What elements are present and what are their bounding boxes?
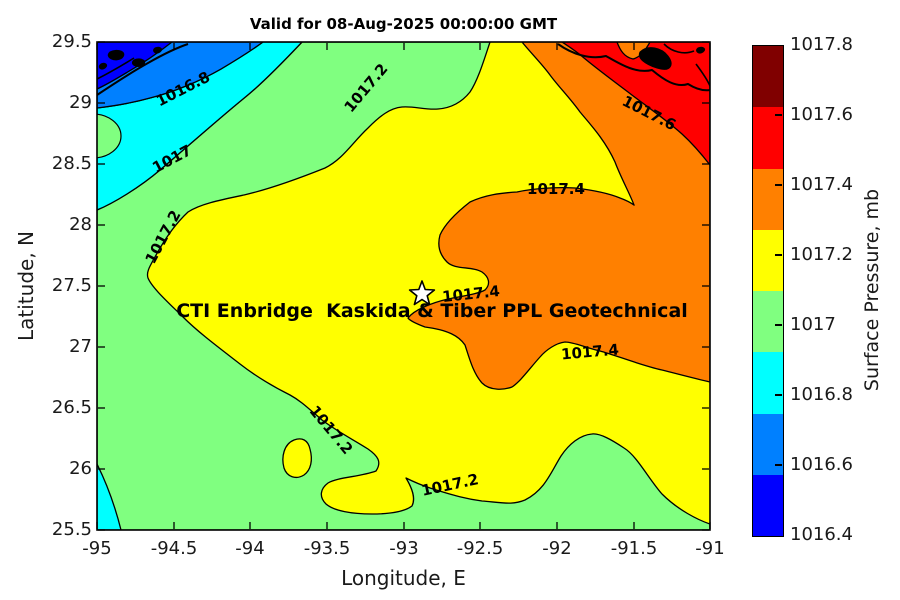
coastline-northwest: [97, 43, 189, 96]
colorbar-tick-label: 1016.4: [790, 524, 853, 545]
colorbar-segment: [753, 413, 783, 475]
colorbar-segment: [753, 352, 783, 414]
x-tick-label: -91.5: [610, 538, 658, 559]
contour-label: 1017.4: [527, 180, 585, 198]
colorbar-segment: [753, 474, 783, 536]
colorbar-tick-label: 1017.4: [790, 174, 853, 195]
y-tick-label: 26: [69, 458, 92, 479]
colorbar-segment: [753, 229, 783, 291]
axis-tick-marks: [96, 41, 711, 531]
colorbar-segment: [753, 291, 783, 353]
y-tick-label: 29: [69, 92, 92, 113]
coastline-northeast: [557, 43, 710, 92]
site-annotation: CTI Enbridge Kaskida & Tiber PPL Geotech…: [176, 300, 688, 322]
colorbar-tick-mark: [775, 464, 782, 466]
y-tick-label: 29.5: [51, 31, 92, 52]
site-star-marker: [408, 280, 436, 306]
colorbar-tick-label: 1017.2: [790, 244, 853, 265]
colorbar-tick-mark: [775, 114, 782, 116]
x-tick-label: -94: [235, 538, 265, 559]
plot-title: Valid for 08-Aug-2025 00:00:00 GMT: [249, 15, 558, 33]
colorbar-tick-label: 1017: [790, 314, 836, 335]
x-axis-label: Longitude, E: [341, 566, 466, 590]
colorbar-tick-mark: [775, 254, 782, 256]
colorbar-label: Surface Pressure, mb: [861, 188, 883, 392]
x-tick-label: -92: [542, 538, 572, 559]
y-tick-label: 25.5: [51, 519, 92, 540]
y-tick-label: 27: [69, 336, 92, 357]
colorbar-tick-label: 1016.8: [790, 384, 853, 405]
contour-region-red: [561, 42, 710, 166]
colorbar-segment: [753, 168, 783, 230]
colorbar-tick-label: 1017.6: [790, 104, 853, 125]
x-tick-label: -92.5: [456, 538, 504, 559]
contour-region-yellow-cell: [282, 438, 312, 479]
colorbar-tick-mark: [775, 324, 782, 326]
x-tick-label: -94.5: [150, 538, 198, 559]
colorbar-segment: [753, 107, 783, 169]
colorbar-tick-mark: [775, 184, 782, 186]
x-tick-label: -93.5: [303, 538, 351, 559]
colorbar-segment: [753, 46, 783, 108]
colorbar-tick-label: 1016.6: [790, 454, 853, 475]
y-tick-label: 28.5: [51, 153, 92, 174]
x-tick-label: -91: [695, 538, 725, 559]
contour-region-green: [97, 42, 710, 530]
colorbar-tick-label: 1017.8: [790, 34, 853, 55]
y-tick-label: 27.5: [51, 275, 92, 296]
x-tick-label: -93: [389, 538, 419, 559]
y-tick-label: 28: [69, 214, 92, 235]
contour-region-orange: [407, 42, 710, 390]
plot-border: [96, 41, 711, 531]
x-tick-label: -95: [82, 538, 112, 559]
contour-region-green-lens: [97, 113, 122, 159]
y-tick-label: 26.5: [51, 397, 92, 418]
colorbar-tick-mark: [775, 394, 782, 396]
